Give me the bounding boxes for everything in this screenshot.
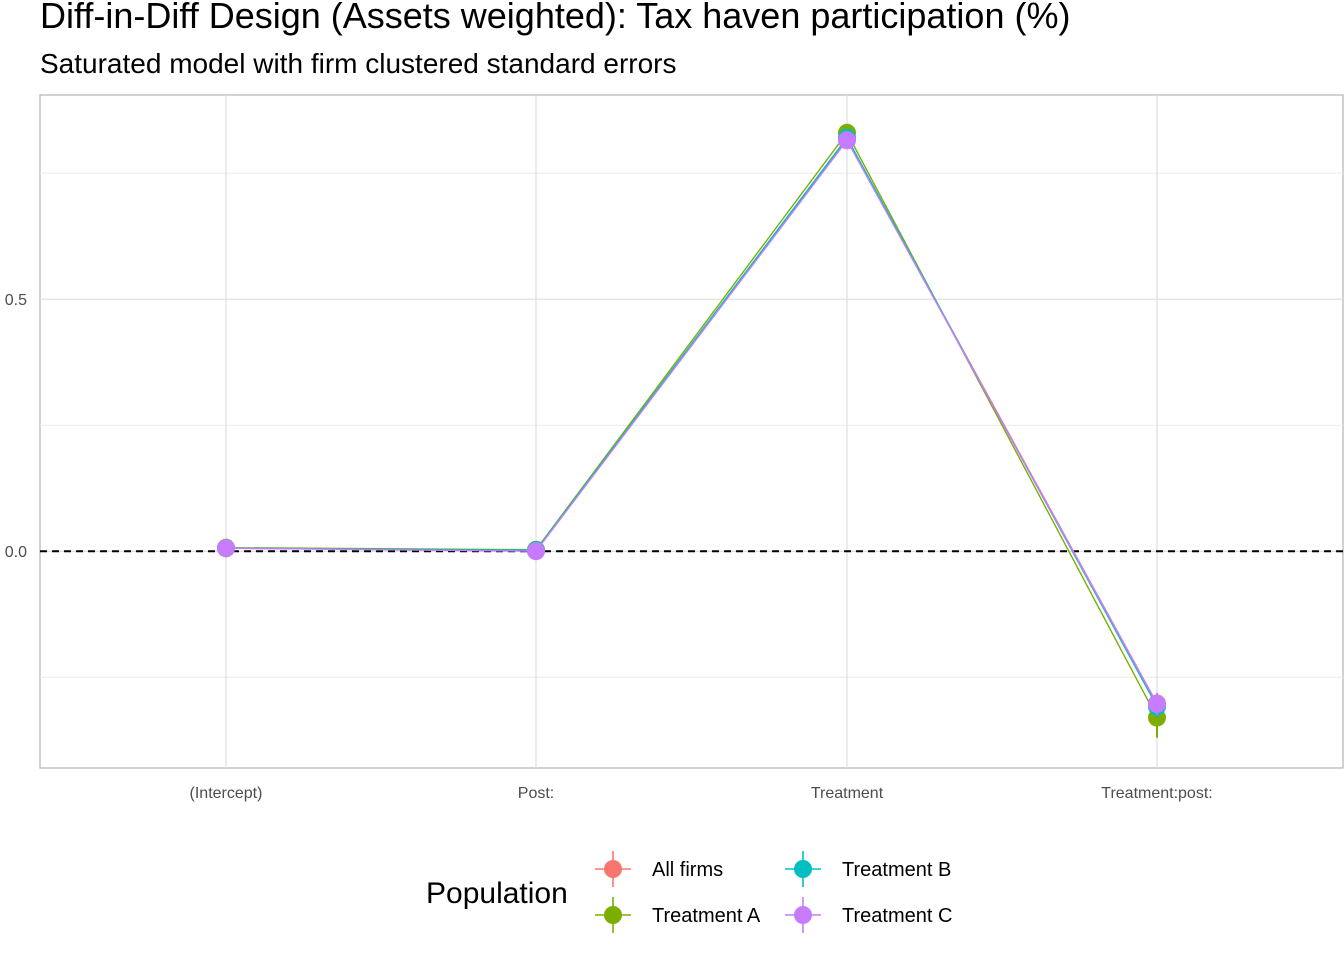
legend-label: All firms <box>652 859 723 881</box>
legend-key-point <box>604 860 622 878</box>
legend-key-point <box>604 906 622 924</box>
chart-title: Diff-in-Diff Design (Assets weighted): T… <box>40 0 1071 36</box>
legend: Population All firms Treatment A Treatment … <box>426 851 952 933</box>
y-tick-label: 0.0 <box>5 544 27 561</box>
legend-item-treatment-b: Treatment B <box>785 851 951 887</box>
series-layer <box>217 123 1166 738</box>
x-tick-label: (Intercept) <box>190 785 263 802</box>
legend-item-all-firms: All firms <box>595 851 723 887</box>
panel-background <box>39 94 1344 769</box>
legend-key-point <box>794 860 812 878</box>
legend-item-treatment-a: Treatment A <box>595 897 761 933</box>
legend-label: Treatment A <box>652 905 761 927</box>
x-tick-label: Treatment:post: <box>1101 785 1212 802</box>
chart-subtitle: Saturated model with firm clustered stan… <box>40 48 677 79</box>
x-tick-label: Post: <box>518 785 554 802</box>
data-point <box>838 131 856 150</box>
legend-item-treatment-c: Treatment C <box>785 897 952 933</box>
series-treatment-c <box>217 131 1166 716</box>
legend-key-point <box>794 906 812 924</box>
data-point <box>527 542 545 561</box>
legend-title: Population <box>426 877 568 910</box>
legend-label: Treatment C <box>842 905 952 927</box>
x-tick-label: Treatment <box>811 785 884 802</box>
data-point <box>1148 694 1166 713</box>
y-tick-label: 0.5 <box>5 292 27 309</box>
legend-label: Treatment B <box>842 859 951 881</box>
data-point <box>217 539 235 558</box>
axis-layer: 0.0 0.5 (Intercept) Post: Treatment Treatment… <box>5 292 1213 802</box>
series-line-treatment-c <box>225 139 1158 705</box>
